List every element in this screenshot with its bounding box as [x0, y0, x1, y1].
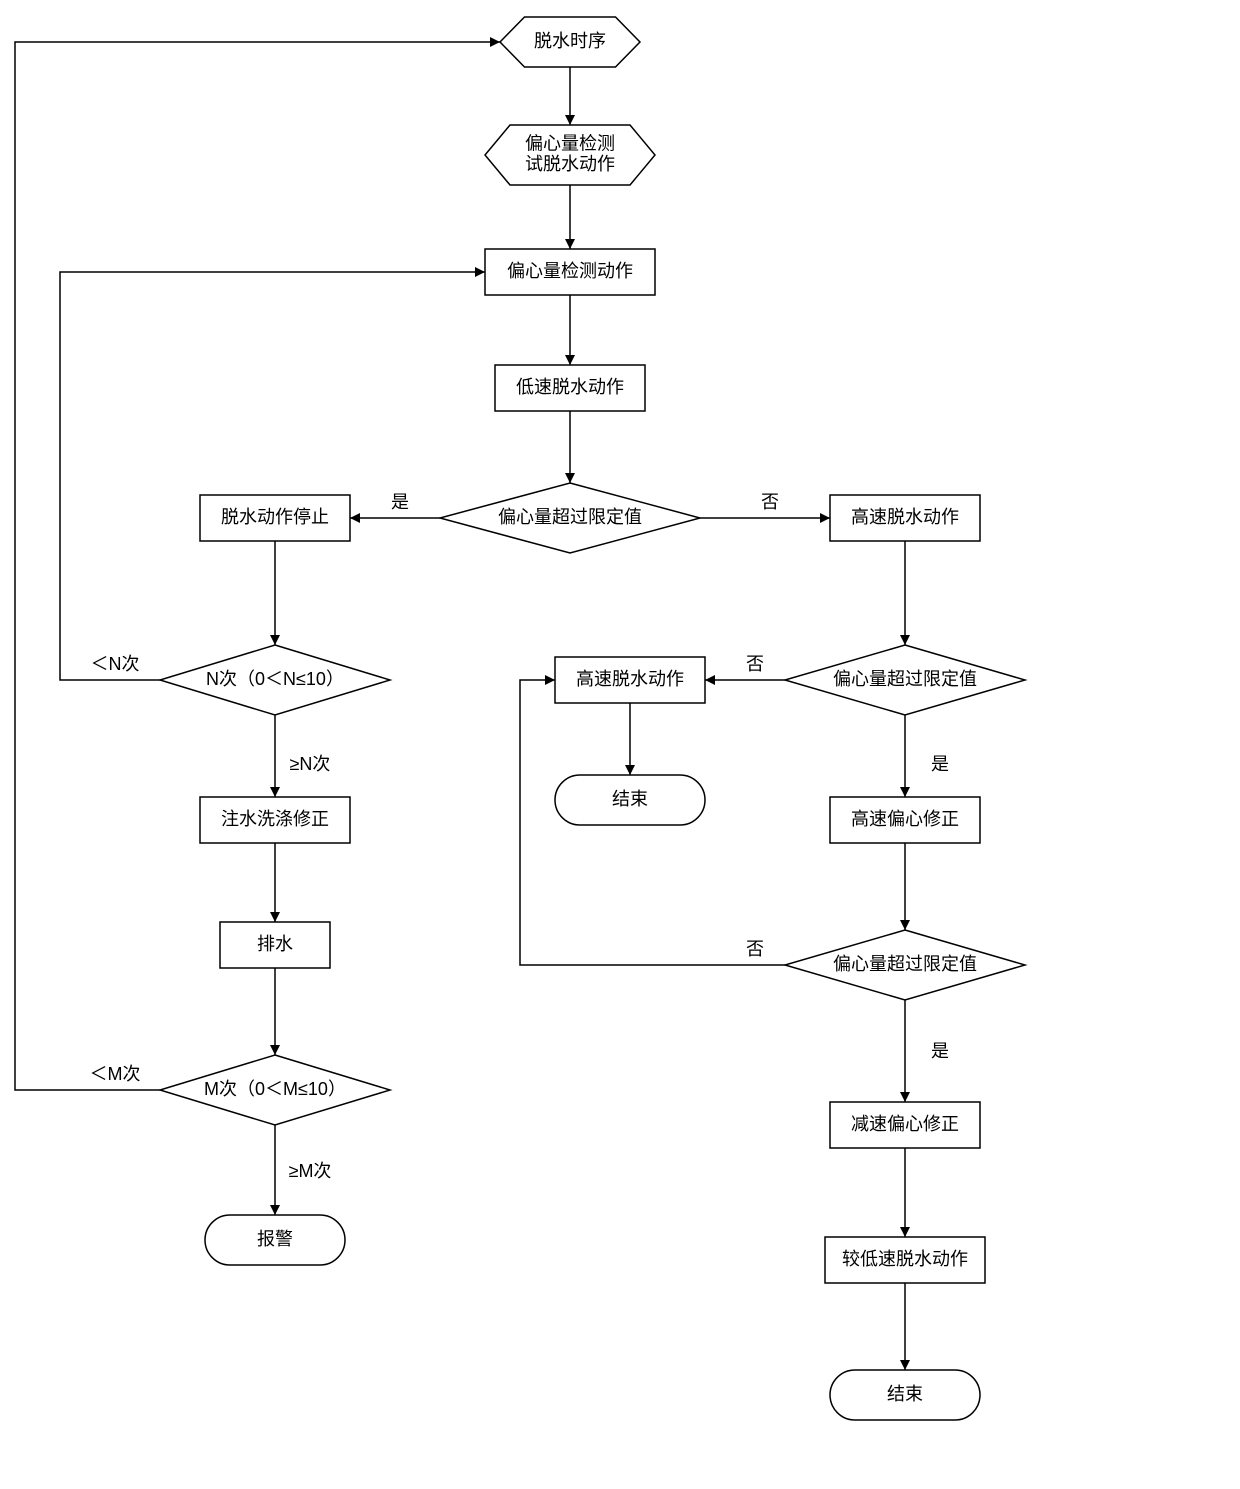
edge-label: 否 — [746, 654, 764, 674]
node-label: M次（0＜M≤10） — [204, 1079, 346, 1099]
node-label: 高速脱水动作 — [851, 507, 959, 527]
node-n3: 偏心量检测动作 — [485, 249, 655, 295]
node-n20: 结束 — [830, 1370, 980, 1420]
node-n5: 偏心量超过限定值 — [440, 483, 700, 553]
node-label: 偏心量检测动作 — [507, 261, 633, 281]
node-n14: 排水 — [220, 922, 330, 968]
edge-label: 是 — [391, 492, 409, 512]
edge-label: 否 — [746, 939, 764, 959]
edge-label: 否 — [761, 492, 779, 512]
node-label: 排水 — [257, 934, 293, 954]
node-label: 高速脱水动作 — [576, 669, 684, 689]
node-n11: 注水洗涤修正 — [200, 797, 350, 843]
node-n17: 减速偏心修正 — [830, 1102, 980, 1148]
node-label: 结束 — [887, 1384, 923, 1404]
node-label: 偏心量检测 — [525, 133, 615, 153]
node-n9: 偏心量超过限定值 — [785, 645, 1025, 715]
edge-label: 是 — [931, 754, 949, 774]
edge-label: ≥M次 — [289, 1161, 332, 1181]
node-label: 脱水时序 — [534, 31, 606, 51]
node-n8: N次（0＜N≤10） — [160, 645, 390, 715]
edge-n8-n3: ＜N次 — [60, 272, 485, 680]
node-n4: 低速脱水动作 — [495, 365, 645, 411]
node-n2: 偏心量检测试脱水动作 — [485, 125, 655, 185]
node-n12: 结束 — [555, 775, 705, 825]
node-label: 低速脱水动作 — [516, 377, 624, 397]
node-label: 试脱水动作 — [525, 154, 615, 174]
node-n1: 脱水时序 — [500, 17, 640, 67]
node-label: 结束 — [612, 789, 648, 809]
edge-label: ＜M次 — [90, 1064, 141, 1084]
node-n10: 高速脱水动作 — [555, 657, 705, 703]
node-n6: 脱水动作停止 — [200, 495, 350, 541]
edge-n9-n13: 是 — [905, 715, 949, 797]
edge-n15-n17: 是 — [905, 1000, 949, 1102]
node-label: 减速偏心修正 — [851, 1114, 959, 1134]
node-n7: 高速脱水动作 — [830, 495, 980, 541]
edge-n5-n7: 否 — [700, 492, 830, 518]
node-n13: 高速偏心修正 — [830, 797, 980, 843]
node-label: 偏心量超过限定值 — [833, 669, 977, 689]
flowchart-canvas: 是否＜N次≥N次否是否是＜M次≥M次 脱水时序偏心量检测试脱水动作偏心量检测动作… — [0, 0, 1240, 1489]
node-label: 脱水动作停止 — [221, 507, 329, 527]
edge-n16-n18: ≥M次 — [275, 1125, 331, 1215]
node-n15: 偏心量超过限定值 — [785, 930, 1025, 1000]
node-n16: M次（0＜M≤10） — [160, 1055, 390, 1125]
node-n18: 报警 — [205, 1215, 345, 1265]
edge-n8-n11: ≥N次 — [275, 715, 330, 797]
node-label: 偏心量超过限定值 — [833, 954, 977, 974]
edge-label: ＜N次 — [91, 654, 140, 674]
node-label: 报警 — [257, 1229, 293, 1249]
node-n19: 较低速脱水动作 — [825, 1237, 985, 1283]
node-label: 注水洗涤修正 — [221, 809, 329, 829]
edge-n9-n10: 否 — [705, 654, 785, 680]
node-label: 较低速脱水动作 — [842, 1249, 968, 1269]
edge-label: 是 — [931, 1041, 949, 1061]
edge-label: ≥N次 — [290, 754, 331, 774]
edge-n5-n6: 是 — [350, 492, 440, 518]
node-label: N次（0＜N≤10） — [206, 669, 344, 689]
node-label: 偏心量超过限定值 — [498, 507, 642, 527]
node-label: 高速偏心修正 — [851, 809, 959, 829]
